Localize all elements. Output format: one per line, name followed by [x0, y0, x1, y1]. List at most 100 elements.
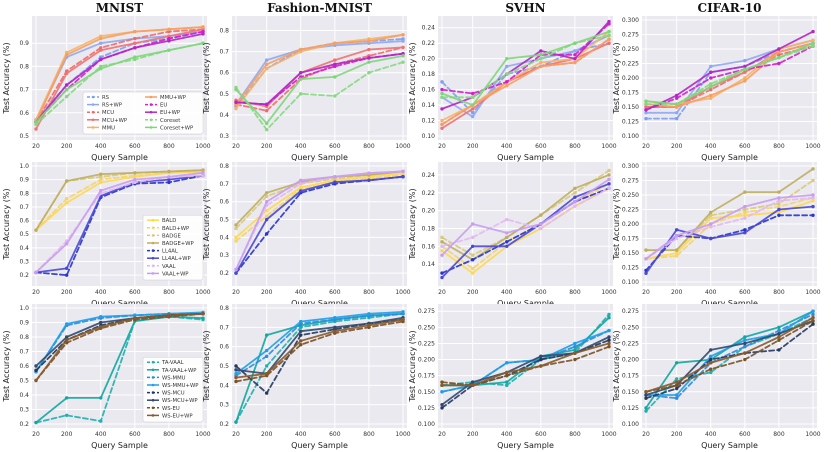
data-point: [167, 169, 171, 174]
data-point: [505, 370, 509, 375]
data-point: [709, 93, 713, 98]
chart-panel-7: 0.100 0.125 0.150 0.175 0.200 0.225 0.250 0.275…: [612, 162, 821, 308]
x-tick-label: 600: [329, 289, 341, 296]
data-point: [644, 111, 648, 115]
data-point: [573, 53, 577, 57]
y-axis-label: Test Accuracy (%): [408, 42, 417, 114]
data-point: [674, 383, 679, 388]
data-point: [401, 310, 405, 314]
data-point: [99, 57, 103, 62]
y-axis-label: Test Accuracy (%): [202, 42, 211, 114]
data-point: [401, 60, 405, 64]
x-tick-label: 200: [671, 143, 683, 150]
data-point: [264, 102, 269, 107]
series-line: [441, 187, 610, 275]
data-point: [573, 191, 577, 195]
data-point: [440, 275, 444, 280]
x-tick-label: 200: [261, 289, 273, 296]
data-point: [777, 325, 781, 330]
y-tick-label: 0.125: [418, 405, 435, 412]
series-line: [441, 313, 610, 387]
x-tick-label: 800: [163, 289, 175, 296]
x-tick-label: 800: [773, 143, 785, 150]
data-point: [470, 95, 475, 100]
y-tick-label: 0.8: [219, 28, 229, 35]
y-tick-label: 0.100: [418, 421, 435, 428]
legend-label: BADGE+WP: [162, 241, 194, 247]
y-tick-label: 0.6: [19, 218, 29, 225]
y-tick-label: 0.250: [622, 324, 639, 331]
data-point: [64, 273, 69, 277]
data-point: [133, 29, 137, 34]
y-axis-label: Test Accuracy (%): [2, 330, 11, 402]
series-line: [441, 173, 610, 261]
data-point: [644, 393, 648, 397]
y-tick-label: 0.5: [19, 133, 29, 140]
y-tick-label: 0.125: [622, 119, 639, 126]
data-point: [573, 199, 577, 204]
legend-label: WS-EU: [162, 406, 180, 412]
data-point: [505, 373, 509, 378]
data-point: [674, 377, 679, 381]
data-point: [167, 39, 171, 43]
legend-marker: [91, 95, 95, 99]
series-line: [645, 30, 814, 111]
series-line: [645, 310, 814, 396]
y-tick-label: 0.125: [622, 265, 639, 272]
data-point: [401, 169, 405, 174]
legend-label: RS: [102, 95, 110, 101]
data-point: [674, 111, 679, 115]
chart-panel-9: 0.2 0.3 0.4 0.5 0.6 0.7 0.8 20 200 400 600 800 1000 Q…: [202, 304, 411, 450]
data-point: [167, 313, 171, 317]
data-point: [505, 84, 509, 88]
data-point: [777, 338, 781, 342]
data-point: [299, 71, 303, 75]
data-point: [811, 29, 815, 34]
data-point: [743, 351, 747, 355]
data-point: [539, 213, 543, 217]
y-axis-label: Test Accuracy (%): [612, 330, 621, 402]
legend-label: TA-VAAL+WP: [161, 368, 197, 374]
x-tick-label: 800: [363, 289, 375, 296]
data-point: [505, 240, 509, 244]
legend-label: WS-MCU+WP: [162, 398, 198, 404]
x-axis-label: Query Sample: [701, 441, 758, 450]
data-point: [234, 368, 238, 372]
series-line: [235, 320, 404, 383]
data-point: [333, 94, 337, 98]
data-point: [333, 75, 337, 79]
data-point: [440, 271, 444, 275]
data-point: [539, 60, 543, 65]
x-tick-label: 1000: [601, 289, 616, 296]
legend-marker: [149, 110, 153, 114]
y-tick-label: 0.175: [418, 373, 435, 380]
data-point: [234, 223, 238, 227]
series-line: [645, 196, 814, 260]
y-tick-label: 0.275: [622, 32, 639, 39]
x-axis-label: Query Sample: [497, 153, 554, 162]
series-line: [235, 310, 404, 375]
legend: [142, 214, 204, 281]
series-line: [35, 174, 204, 277]
y-tick-label: 0.9: [19, 320, 29, 327]
data-point: [777, 204, 781, 209]
data-point: [709, 76, 713, 80]
legend-label: TA-VAAL: [161, 360, 184, 366]
data-point: [470, 107, 475, 111]
series-line: [645, 42, 814, 105]
data-point: [299, 319, 303, 324]
data-point: [743, 357, 747, 362]
legend-label: RS+WP: [102, 103, 123, 109]
series-line: [645, 319, 814, 393]
data-point: [99, 419, 103, 423]
data-point: [743, 335, 747, 339]
data-point: [743, 231, 747, 235]
series-line: [645, 214, 814, 272]
y-tick-label: 0.225: [622, 207, 639, 214]
series-line: [441, 42, 610, 130]
y-tick-label: 0.225: [622, 340, 639, 347]
data-point: [133, 316, 137, 320]
y-axis-label: Test Accuracy (%): [612, 188, 621, 260]
y-tick-label: 0.250: [418, 324, 435, 331]
data-point: [333, 329, 337, 333]
